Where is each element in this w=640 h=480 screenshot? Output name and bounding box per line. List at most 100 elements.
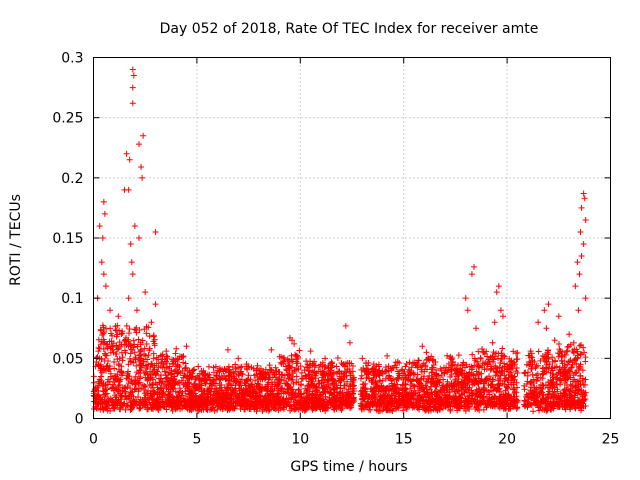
data-point [359,395,366,402]
data-point [125,394,132,401]
data-point [578,391,585,398]
data-point [550,391,557,398]
data-point [479,345,486,352]
data-point [543,359,550,366]
data-point [289,376,296,383]
data-point [387,401,394,408]
data-point [552,358,559,365]
data-point [423,386,430,393]
data-point [358,372,365,379]
data-point [135,379,142,386]
data-point [257,402,264,409]
data-point [487,382,494,389]
data-point [547,369,554,376]
data-point [551,337,558,344]
data-point [407,385,414,392]
data-point [257,365,264,372]
data-point [337,375,344,382]
data-point [501,360,508,367]
data-point [475,386,482,393]
data-point [280,377,287,384]
data-point [332,403,339,410]
data-point [127,378,134,385]
data-point [348,360,355,367]
data-point [359,355,366,362]
data-point [285,390,292,397]
data-point [98,327,105,334]
data-point [272,364,279,371]
data-point [295,387,302,394]
data-point [253,383,260,390]
data-point [177,399,184,406]
data-point [565,386,572,393]
data-point [294,360,301,367]
data-point [164,355,171,362]
data-point [339,389,346,396]
data-point [285,363,292,370]
data-point [276,369,283,376]
data-point [527,378,534,385]
data-point [201,371,208,378]
data-point [281,357,288,364]
data-point [389,408,396,415]
x-tick-label: 25 [602,432,620,448]
data-point [578,204,585,211]
data-point [543,402,550,409]
data-point [328,398,335,405]
data-point [210,369,217,376]
data-point [173,402,180,409]
data-point [451,402,458,409]
data-point [271,371,278,378]
x-tick-label: 10 [291,432,309,448]
data-point [152,228,159,235]
data-point [124,384,131,391]
data-point [104,400,111,407]
data-point [257,393,264,400]
data-point [127,241,134,248]
x-tick-label: 5 [192,432,201,448]
y-tick-label: 0.2 [61,171,83,187]
data-point [425,389,432,396]
data-point [243,400,250,407]
data-point [542,405,549,412]
data-point [438,387,445,394]
data-point [365,359,372,366]
data-point [226,366,233,373]
data-point [508,381,515,388]
data-point [473,378,480,385]
data-point [141,345,148,352]
data-point [384,352,391,359]
data-point [289,386,296,393]
data-point [199,400,206,407]
data-point [113,394,120,401]
data-point [396,360,403,367]
data-point [214,403,221,410]
data-point [575,307,582,314]
data-point [220,402,227,409]
data-point [125,295,132,302]
data-point [535,319,542,326]
data-point [322,355,329,362]
data-point [302,406,309,413]
data-point [114,322,121,329]
data-point [336,368,343,375]
data-point [534,377,541,384]
data-point [196,403,203,410]
data-point [194,372,201,379]
data-point [510,395,517,402]
data-point [163,375,170,382]
data-point [102,404,109,411]
data-point [431,398,438,405]
grid-lines [93,57,611,419]
data-point [204,376,211,383]
data-point [468,398,475,405]
data-point [418,385,425,392]
data-point [266,398,273,405]
data-point [182,360,189,367]
data-point [151,366,158,373]
data-point [448,396,455,403]
data-point [581,195,588,202]
data-point [180,359,187,366]
data-point [144,356,151,363]
